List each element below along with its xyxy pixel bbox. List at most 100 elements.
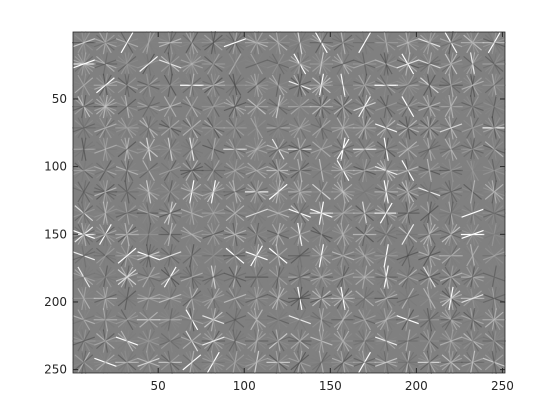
hog-stroke [142,224,155,245]
hog-stroke [466,96,479,118]
hog-stroke [310,123,333,133]
hog-stroke [275,73,281,97]
hog-stroke [223,123,247,133]
hog-stroke [223,123,247,133]
hog-stroke [180,38,204,48]
hog-stroke [204,98,223,115]
hog-stroke [396,336,420,346]
hog-stroke [441,162,461,179]
hog-stroke [315,138,328,160]
hog-stroke [247,226,266,243]
hog-stroke [223,165,247,176]
hog-stroke [487,32,501,54]
hog-stroke [268,226,288,243]
hog-stroke [271,117,285,139]
hog-stroke [228,160,242,181]
hog-stroke [290,354,310,371]
hog-stroke [232,116,238,140]
hog-stroke [72,272,96,282]
hog-stroke [396,38,420,48]
hog-stroke [145,222,152,247]
hog-stroke [81,286,87,311]
hog-stroke [491,73,497,97]
hog-stroke [418,59,441,69]
hog-stroke [210,201,217,225]
hog-stroke [202,251,225,261]
hog-stroke [336,160,350,181]
hog-stroke [142,266,155,288]
hog-stroke [439,38,463,48]
hog-stroke [247,311,266,328]
hog-stroke [253,286,260,311]
hog-stroke [275,308,281,332]
hog-stroke [225,183,245,200]
hog-stroke [484,77,504,94]
hog-stroke [426,158,433,183]
hog-stroke [469,137,476,161]
hog-stroke [99,32,112,54]
hog-stroke [94,357,117,367]
hog-stroke [423,53,436,75]
hog-stroke [94,144,117,154]
hog-stroke [182,290,202,307]
hog-stroke [353,315,376,325]
hog-stroke [81,137,87,161]
hog-stroke [482,357,506,367]
hog-stroke [439,187,463,197]
hog-stroke [232,158,238,183]
hog-stroke [482,144,506,154]
hog-stroke [426,31,433,55]
hog-stroke [275,116,281,140]
hog-stroke [117,55,137,72]
hog-stroke [117,290,137,307]
hog-stroke [310,144,333,154]
hog-stroke [250,266,263,288]
hog-stroke [158,315,182,325]
hog-stroke [245,251,268,261]
hog-stroke [268,141,288,158]
hog-stroke [139,333,158,350]
hog-stroke [418,272,441,282]
hog-stroke [310,357,333,367]
hog-stroke [293,181,307,203]
hog-stroke [207,96,220,118]
hog-stroke [72,165,96,176]
hog-stroke [120,32,134,54]
hog-stroke [318,158,325,183]
hog-stroke [315,32,328,54]
hog-stroke [207,202,220,224]
hog-stroke [207,96,220,118]
hog-stroke [74,205,94,222]
hog-stroke [167,329,173,353]
hog-stroke [310,293,333,303]
hog-stroke [376,34,396,51]
hog-stroke [383,244,389,268]
hog-stroke [461,229,484,240]
hog-stroke [441,34,461,51]
hog-stroke [124,158,130,183]
hog-stroke [310,272,333,282]
hog-stroke [250,53,263,75]
hog-stroke [484,98,504,115]
hog-stroke [312,333,331,350]
hog-stroke [448,201,454,225]
hog-stroke [482,315,506,325]
hog-stroke [441,183,461,200]
hog-stroke [158,357,182,367]
hog-stroke [72,38,96,48]
hog-stroke [310,229,333,240]
hog-stroke [310,165,333,176]
hog-stroke [268,247,288,264]
hog-stroke [160,141,180,158]
hog-stroke [469,308,476,332]
hog-stroke [74,290,94,307]
hog-stroke [225,141,245,158]
hog-stroke [160,311,180,328]
hog-stroke [310,80,333,90]
hog-stroke [167,180,173,204]
hog-stroke [420,183,439,200]
hog-stroke [461,102,484,112]
hog-stroke [361,73,368,97]
hog-stroke [115,315,139,325]
hog-stroke [167,180,173,204]
